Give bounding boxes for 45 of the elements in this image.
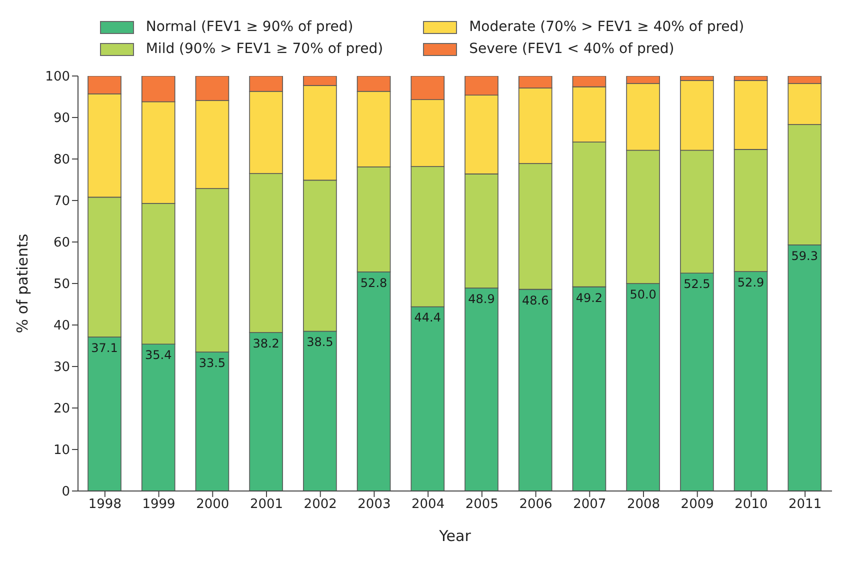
data-label: 52.8: [360, 276, 388, 290]
data-label: 37.1: [91, 341, 118, 356]
y-tick-label: 0: [62, 484, 70, 500]
x-tick-label: 1998: [88, 497, 122, 512]
x-tick-label: 2003: [358, 497, 391, 512]
legend-label: Mild (90% > FEV1 ≥ 70% of pred): [146, 41, 384, 57]
x-tick-label: 2009: [680, 497, 714, 512]
legend-label: Normal (FEV1 ≥ 90% of pred): [146, 19, 354, 35]
y-tick-label: 60: [53, 236, 70, 251]
y-axis-title: % of patients: [13, 234, 32, 334]
x-axis-title: Year: [438, 527, 472, 545]
y-tick-label: 10: [53, 443, 70, 458]
x-tick-label: 2004: [412, 497, 445, 512]
data-label: 33.5: [198, 356, 226, 370]
y-tick-label: 90: [53, 111, 70, 126]
data-label: 48.6: [522, 293, 549, 308]
y-tick-label: 20: [53, 402, 70, 417]
x-tick-label: 2001: [250, 497, 284, 512]
y-tick-label: 50: [53, 277, 70, 292]
data-label: 35.4: [145, 348, 172, 362]
legend-label: Severe (FEV1 < 40% of pred): [469, 41, 674, 57]
data-label: 52.5: [684, 277, 710, 292]
y-tick-label: 40: [53, 318, 70, 334]
y-tick-label: 30: [53, 360, 70, 376]
y-tick-label: 100: [45, 70, 70, 85]
x-tick-label: 1999: [142, 497, 176, 512]
x-tick-label: 2000: [196, 497, 230, 512]
x-tick-label: 2006: [519, 497, 552, 512]
data-label: 48.9: [468, 292, 495, 306]
data-label: 44.4: [414, 310, 441, 325]
data-label: 50.0: [630, 288, 656, 302]
data-label: 38.2: [252, 336, 280, 350]
legend-label: Moderate (70% > FEV1 ≥ 40% of pred): [469, 19, 744, 35]
x-tick-label: 2010: [734, 497, 768, 512]
x-tick-label: 2007: [573, 497, 606, 512]
x-tick-label: 2002: [304, 497, 337, 512]
y-tick-label: 80: [53, 152, 70, 168]
data-label: 52.9: [737, 275, 764, 290]
data-label: 49.2: [576, 290, 603, 305]
x-tick-label: 2008: [626, 497, 660, 512]
x-tick-label: 2005: [465, 497, 498, 512]
y-tick-label: 70: [53, 194, 70, 210]
data-label: 59.3: [791, 248, 818, 263]
data-label: 38.5: [306, 335, 334, 350]
x-tick-label: 2011: [788, 497, 822, 512]
